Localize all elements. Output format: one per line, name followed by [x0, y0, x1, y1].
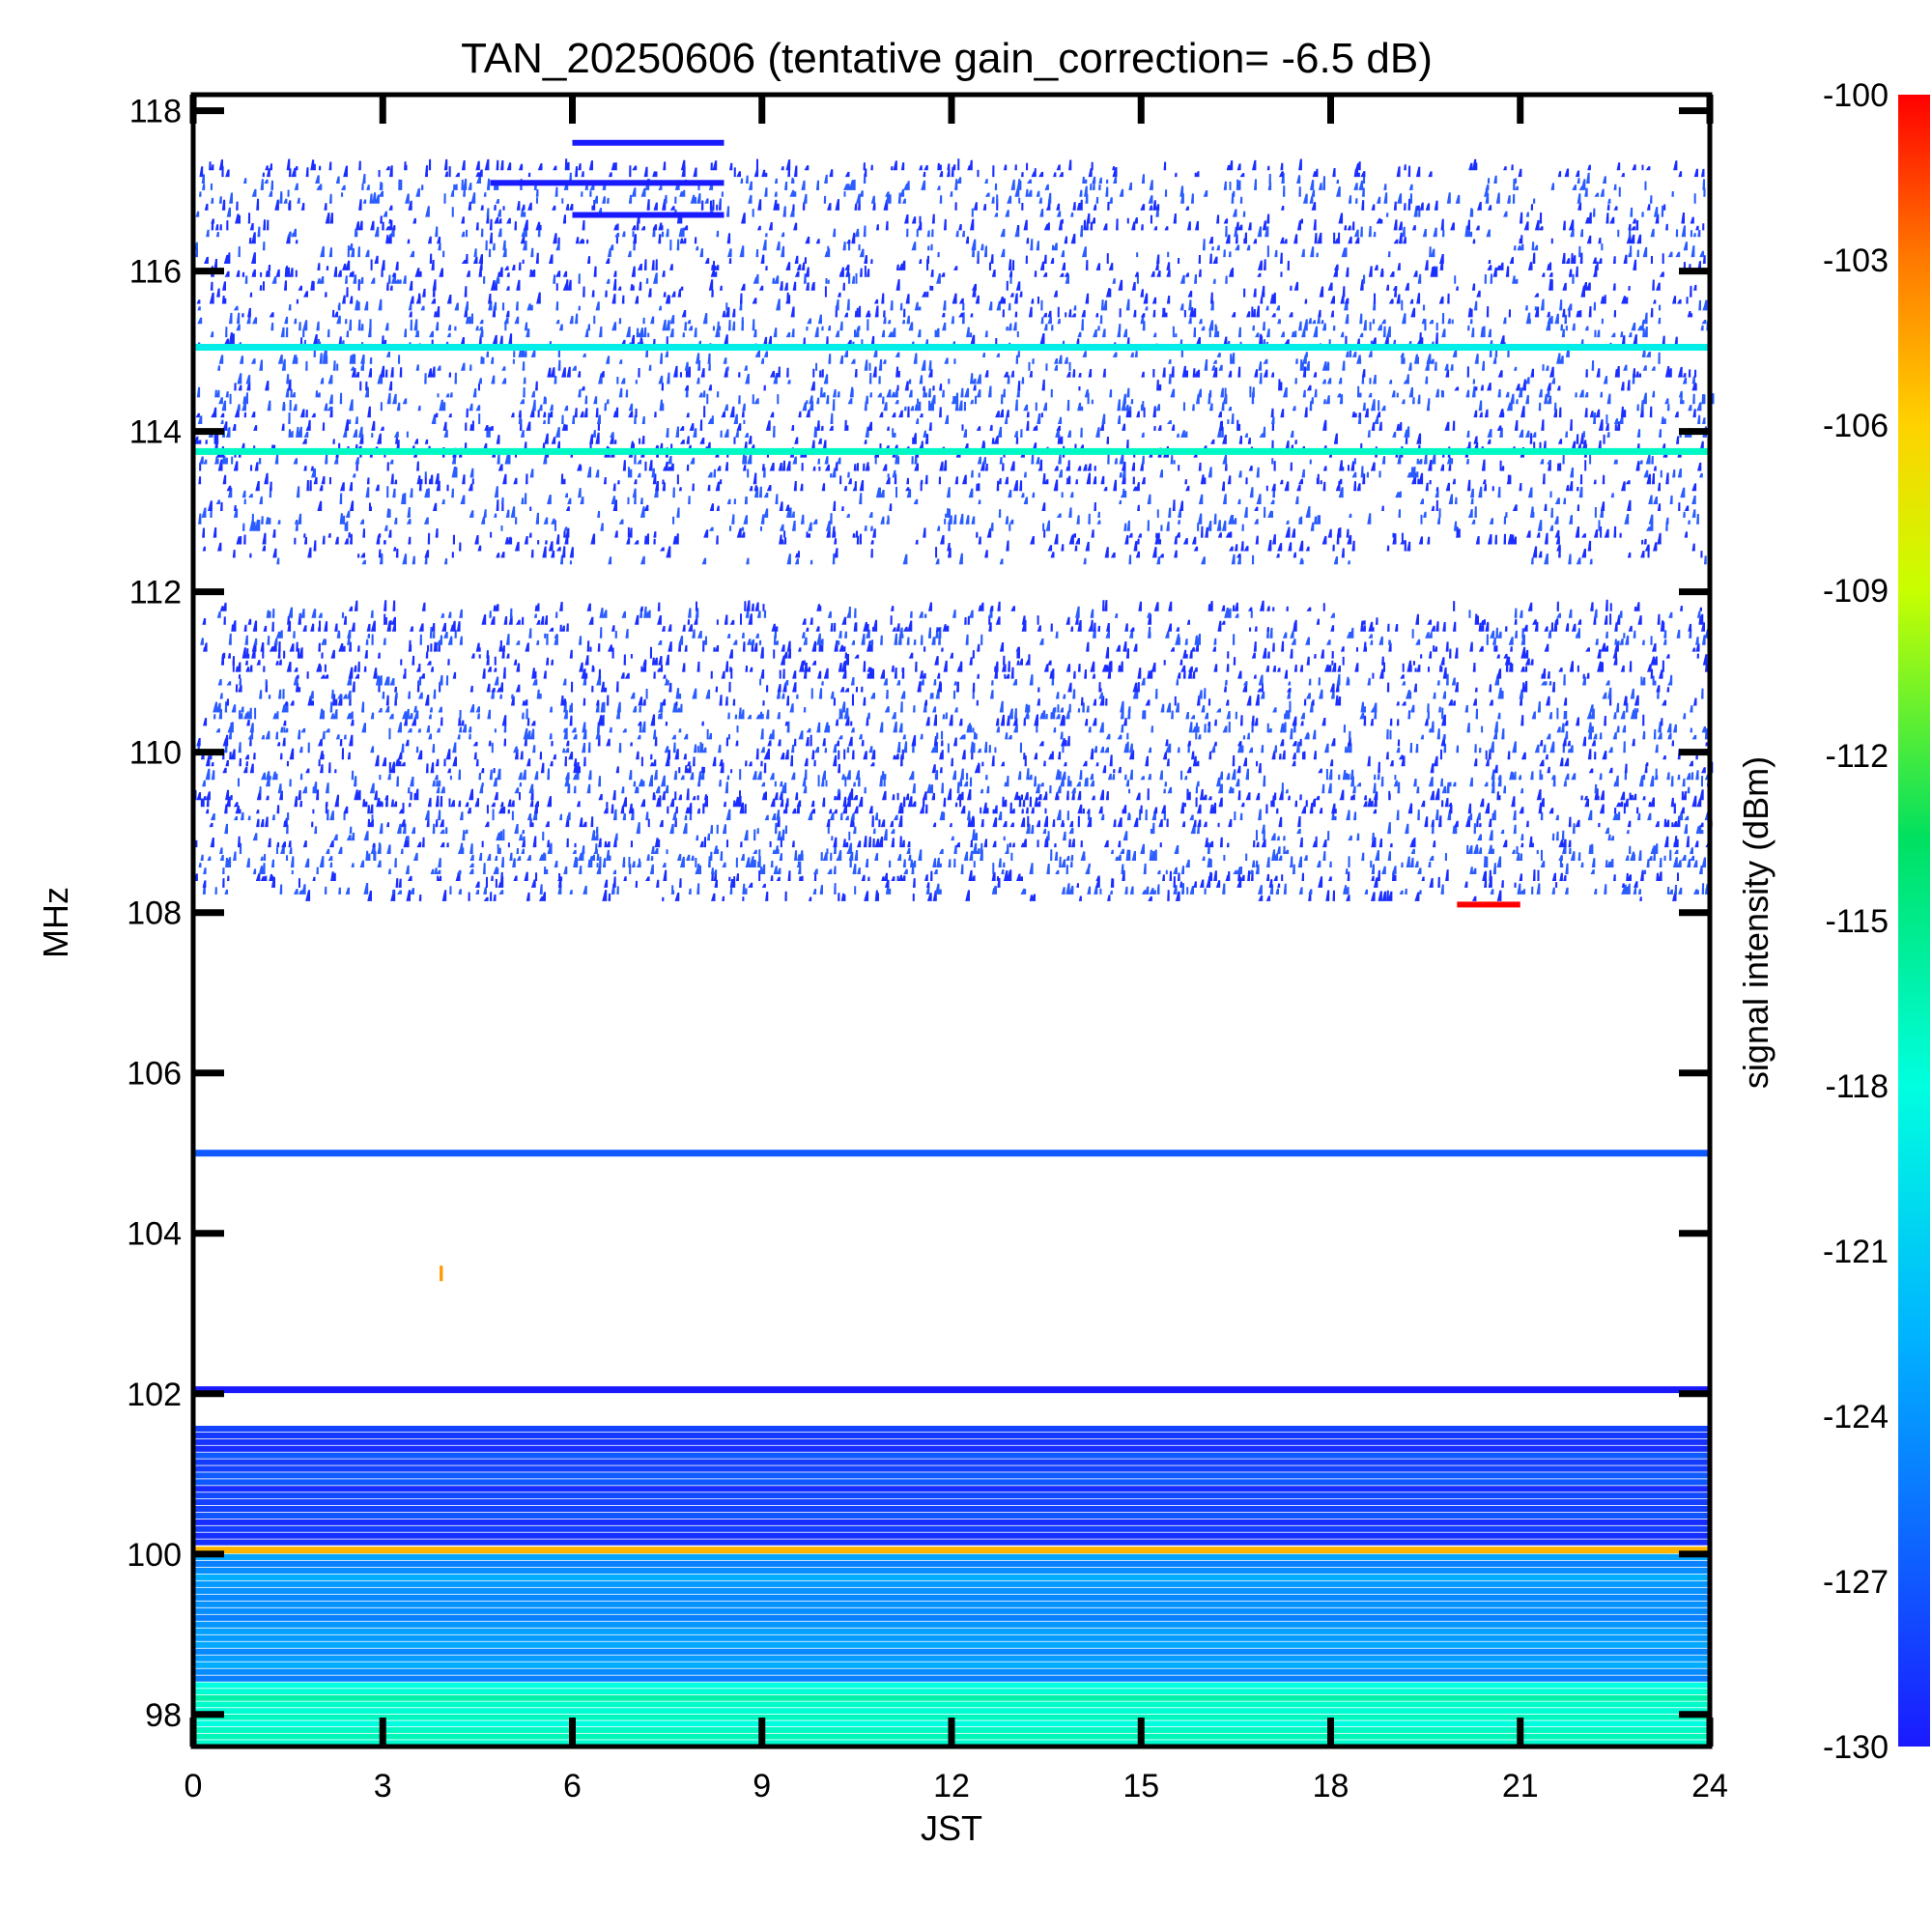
x-axis-label: JST [921, 1808, 982, 1848]
signal-segment-4 [440, 1265, 443, 1282]
dense-noise [193, 599, 1714, 901]
svg-text:98: 98 [145, 1697, 182, 1734]
colorbar-tick--100: -100 [1823, 77, 1889, 114]
signal-segment-2 [572, 212, 724, 218]
signal-segment-1 [490, 180, 724, 186]
svg-text:102: 102 [127, 1377, 182, 1413]
colorbar-tick--109: -109 [1823, 573, 1889, 610]
svg-text:3: 3 [374, 1768, 392, 1804]
svg-text:100: 100 [127, 1537, 182, 1574]
x-tick-9: 9 [753, 95, 771, 1804]
y-tick-106: 106 [127, 1056, 1710, 1093]
y-tick-100: 100 [127, 1537, 1710, 1574]
x-tick-12: 12 [933, 95, 970, 1804]
carrier-102.05 [193, 1386, 1710, 1394]
y-tick-114: 114 [129, 414, 1710, 451]
broadband-100.1 [193, 1425, 1710, 1546]
svg-text:9: 9 [753, 1768, 771, 1804]
colorbar-tick--112: -112 [1825, 738, 1889, 775]
chart-title: TAN_20250606 (tentative gain_correction=… [461, 35, 1433, 82]
svg-text:110: 110 [129, 735, 182, 772]
svg-text:0: 0 [185, 1768, 203, 1804]
svg-text:18: 18 [1313, 1768, 1350, 1804]
carrier-100.05 [193, 1547, 1710, 1554]
x-tick-6: 6 [563, 95, 582, 1804]
svg-text:12: 12 [933, 1768, 970, 1804]
svg-text:15: 15 [1122, 1768, 1159, 1804]
x-axis-ticks: 0 3 6 9 12 15 18 21 24 [185, 95, 1728, 1804]
sparse-noise-upper [193, 158, 1715, 565]
colorbar-tick--130: -130 [1823, 1729, 1889, 1766]
svg-text:21: 21 [1502, 1768, 1539, 1804]
y-axis-label: MHz [36, 887, 75, 958]
x-tick-18: 18 [1313, 95, 1350, 1804]
colorbar-tick--106: -106 [1823, 408, 1889, 444]
signal-segment-0 [572, 139, 724, 146]
x-tick-3: 3 [374, 95, 392, 1804]
svg-text:118: 118 [129, 94, 182, 130]
svg-text:112: 112 [129, 575, 182, 611]
svg-text:108: 108 [127, 895, 182, 932]
colorbar-tick--118: -118 [1825, 1068, 1889, 1105]
svg-text:104: 104 [127, 1216, 182, 1253]
y-tick-102: 102 [127, 1377, 1710, 1413]
y-tick-112: 112 [129, 575, 1710, 611]
colorbar-ticks: -100 -103 -106 -109 -112 -115 -118 -121 -124 -127… [1823, 77, 1889, 1766]
y-tick-118: 118 [129, 94, 1710, 130]
svg-text:116: 116 [129, 254, 182, 291]
plot-frame [190, 92, 1713, 1749]
colorbar-tick--127: -127 [1823, 1564, 1889, 1601]
carrier-113.75 [193, 447, 1710, 455]
colorbar-tick--121: -121 [1823, 1234, 1889, 1270]
y-tick-110: 110 [129, 735, 1710, 772]
x-tick-21: 21 [1502, 95, 1539, 1804]
colorbar-tick--103: -103 [1823, 242, 1889, 279]
y-tick-98: 98 [145, 1697, 1710, 1734]
signal-segment-3 [1457, 901, 1520, 908]
y-tick-104: 104 [127, 1216, 1710, 1253]
svg-text:114: 114 [129, 414, 182, 451]
y-tick-108: 108 [127, 895, 1710, 932]
y-axis-ticks: 98 100 102 104 106 108 110 112 114 116 118 [127, 94, 1710, 1734]
colorbar-label: signal intensity (dBm) [1736, 756, 1776, 1089]
x-tick-24: 24 [1691, 95, 1728, 1804]
svg-text:6: 6 [563, 1768, 582, 1804]
svg-text:24: 24 [1691, 1768, 1728, 1804]
y-tick-116: 116 [129, 254, 1710, 291]
x-tick-15: 15 [1122, 95, 1159, 1804]
svg-text:106: 106 [127, 1056, 182, 1093]
colorbar-tick--124: -124 [1823, 1399, 1889, 1435]
broadband-98.4 [193, 1553, 1710, 1682]
heatmap-plot-area [193, 139, 1715, 1747]
carrier-105 [193, 1150, 1710, 1157]
carrier-115.05 [193, 343, 1710, 351]
colorbar [1898, 95, 1930, 1747]
colorbar-tick--115: -115 [1825, 903, 1889, 940]
